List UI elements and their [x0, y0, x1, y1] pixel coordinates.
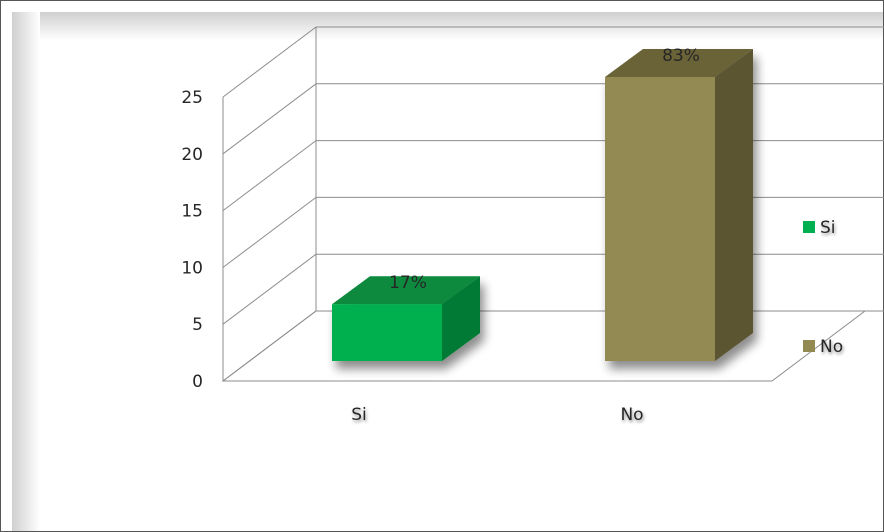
bar-no [605, 49, 753, 361]
bar-side-face [715, 49, 753, 361]
legend: Si No [803, 218, 843, 357]
x-axis-ticks: Si No [351, 405, 643, 425]
legend-label: No [820, 337, 843, 357]
x-tick-label: No [620, 405, 643, 425]
y-axis-ticks: 0 5 10 15 20 25 [181, 88, 203, 392]
bar-top-face [605, 49, 753, 77]
bar-si [332, 276, 480, 361]
gridline-side [222, 253, 317, 325]
y-tick-label: 20 [181, 145, 203, 165]
bars: 17% 83% [332, 46, 753, 361]
gridline-side [222, 197, 317, 268]
bar-front-face [605, 77, 715, 361]
chart-walls [221, 26, 884, 382]
gridline-side [222, 310, 317, 382]
legend-item-no: No [803, 337, 843, 357]
legend-swatch [803, 221, 815, 233]
y-tick-label: 15 [181, 202, 203, 222]
gridline-side [222, 83, 317, 155]
legend-item-si: Si [803, 218, 836, 238]
bar-top-face [332, 276, 480, 305]
legend-swatch [803, 340, 815, 352]
frame-shadow-top [12, 12, 884, 40]
x-tick-label: Si [351, 405, 367, 425]
y-tick-label: 5 [192, 315, 203, 335]
gridline-side [222, 140, 317, 211]
y-tick-label: 25 [181, 88, 203, 108]
y-tick-label: 0 [192, 372, 203, 392]
bar-front-face [332, 304, 442, 361]
data-label-si: 17% [389, 273, 427, 293]
bar-side-face [442, 276, 480, 361]
y-tick-label: 10 [181, 258, 203, 278]
gridline-side [222, 26, 317, 98]
data-label-no: 83% [662, 46, 700, 66]
frame-shadow-left [12, 12, 40, 532]
legend-label: Si [820, 218, 836, 238]
